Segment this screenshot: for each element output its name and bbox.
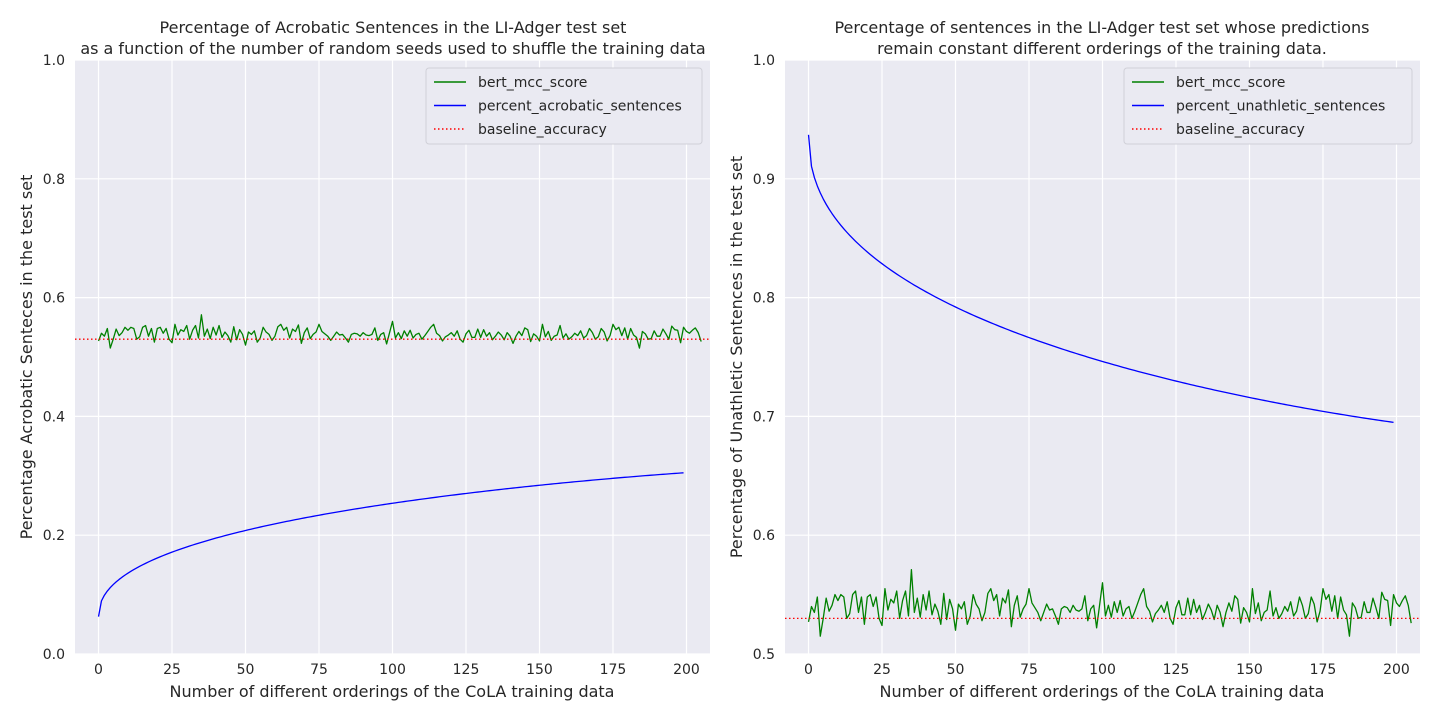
- right-ticks: 0 25 50 75 100 125 150 175 200 0.5 0.6 0.7 0.8 0.9 1.0: [753, 53, 1410, 678]
- left-legend-label: bert_mcc_score: [478, 75, 587, 91]
- right-y-tick-label: 1.0: [753, 53, 775, 69]
- left-y-tick-label: 0.6: [43, 291, 65, 307]
- left-series-bert-mcc-score-line: [97, 314, 702, 349]
- left-y-tick-label: 1.0: [43, 53, 65, 69]
- left-legend-label: baseline_accuracy: [478, 122, 607, 138]
- right-y-tick-label: 0.9: [753, 172, 775, 188]
- right-chart: Percentage of sentences in the LI-Adger …: [727, 18, 1420, 701]
- right-x-tick-label: 0: [804, 662, 813, 678]
- left-y-tick-label: 0.0: [43, 647, 65, 663]
- left-chart-title: Percentage of Acrobatic Sentences in the…: [160, 18, 627, 37]
- left-y-tick-label: 0.2: [43, 528, 65, 544]
- right-x-tick-label: 25: [873, 662, 891, 678]
- left-x-tick-label: 200: [673, 662, 700, 678]
- left-x-tick-label: 125: [453, 662, 480, 678]
- left-x-tick-label: 50: [237, 662, 255, 678]
- right-x-tick-label: 175: [1310, 662, 1337, 678]
- left-y-tick-label: 0.8: [43, 172, 65, 188]
- left-series-percent-acrobatic-sentences-line: [97, 472, 684, 617]
- left-x-axis-label: Number of different orderings of the CoL…: [170, 682, 615, 701]
- left-y-axis-label: Percentage Acrobatic Senteces in the tes…: [17, 175, 36, 540]
- left-x-tick-label: 150: [526, 662, 553, 678]
- left-x-tick-label: 175: [600, 662, 627, 678]
- left-chart-subtitle: as a function of the number of random se…: [80, 39, 705, 58]
- right-x-tick-label: 75: [1020, 662, 1038, 678]
- right-chart-subtitle: remain constant different orderings of t…: [877, 39, 1327, 58]
- right-series-bert-mcc-score-line: [807, 569, 1412, 637]
- right-legend-label: percent_unathletic_sentences: [1176, 99, 1385, 115]
- left-legend-label: percent_acrobatic_sentences: [478, 99, 682, 115]
- right-lines: [785, 134, 1420, 637]
- left-x-tick-label: 75: [310, 662, 328, 678]
- left-x-tick-label: 25: [163, 662, 181, 678]
- left-grid: [75, 59, 710, 655]
- left-lines: [75, 314, 710, 617]
- left-legend-box: [425, 67, 703, 145]
- left-y-tick-label: 0.4: [43, 409, 65, 425]
- right-x-tick-label: 200: [1383, 662, 1410, 678]
- right-x-axis-label: Number of different orderings of the CoL…: [880, 682, 1325, 701]
- right-y-tick-label: 0.8: [753, 291, 775, 307]
- left-legend: bert_mcc_score percent_acrobatic_sentence…: [425, 67, 703, 145]
- left-chart: Percentage of Acrobatic Sentences in the…: [17, 18, 710, 701]
- right-x-tick-label: 100: [1089, 662, 1116, 678]
- right-chart-title: Percentage of sentences in the LI-Adger …: [834, 18, 1369, 37]
- right-x-tick-label: 125: [1163, 662, 1190, 678]
- right-legend-box: [1123, 67, 1413, 145]
- right-y-tick-label: 0.6: [753, 528, 775, 544]
- left-ticks: 0 25 50 75 100 125 150 175 200 0.0 0.2 0.4 0.6 0.8 1.0: [43, 53, 700, 678]
- left-x-tick-label: 0: [94, 662, 103, 678]
- right-x-tick-label: 150: [1236, 662, 1263, 678]
- right-x-tick-label: 50: [947, 662, 965, 678]
- right-legend: bert_mcc_score percent_unathletic_sentenc…: [1123, 67, 1413, 145]
- right-y-tick-label: 0.7: [753, 409, 775, 425]
- right-y-axis-label: Percentage of Unathletic Sentences in th…: [727, 156, 746, 558]
- right-legend-label: baseline_accuracy: [1176, 122, 1305, 138]
- right-legend-label: bert_mcc_score: [1176, 75, 1285, 91]
- right-y-tick-label: 0.5: [753, 647, 775, 663]
- right-series-percent-unathletic-sentences-line: [807, 134, 1394, 423]
- right-grid: [785, 59, 1420, 655]
- left-x-tick-label: 100: [379, 662, 406, 678]
